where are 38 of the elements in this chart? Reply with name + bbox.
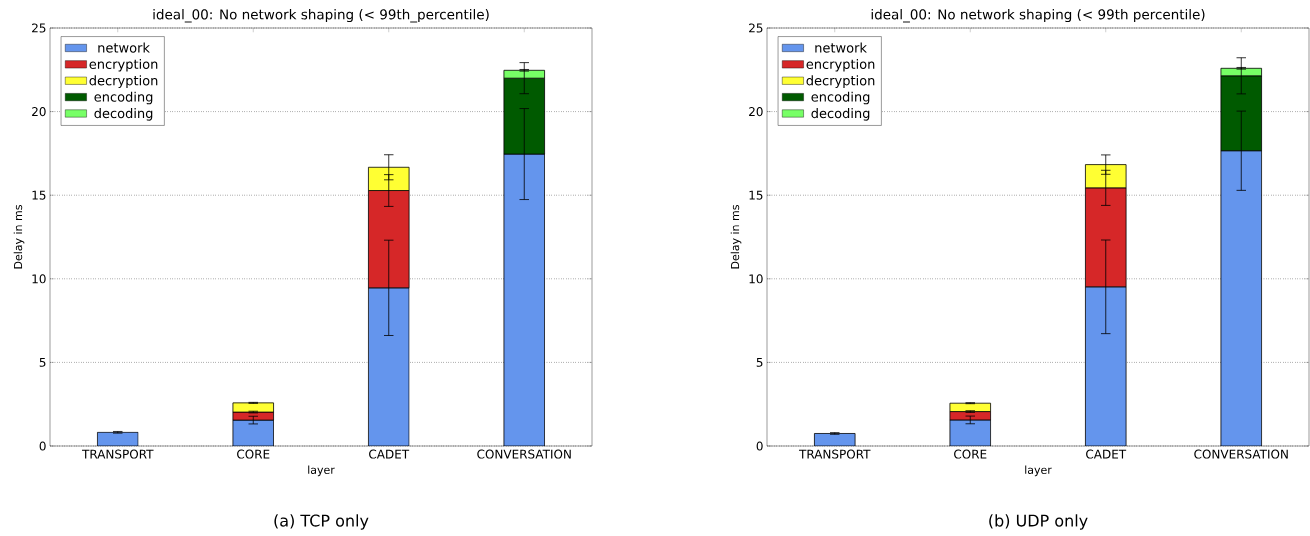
y-tick-label: 25 — [749, 23, 763, 33]
legend-label: encryption — [806, 58, 875, 72]
x-tick-label: CONVERSATION — [1194, 449, 1288, 459]
legend-label: encoding — [94, 91, 153, 105]
x-axis-title: layer — [1025, 465, 1052, 477]
text: (a) TCP only — [274, 514, 369, 530]
y-tick-label: 10 — [749, 274, 763, 284]
x-tick-label: CADET — [1086, 449, 1127, 459]
legend-label: decoding — [94, 108, 153, 121]
y-tick-label: 25 — [32, 23, 46, 33]
y-tick-label: 5 — [756, 357, 763, 367]
x-tick-label: TRANSPORT — [81, 449, 154, 459]
chart-title: ideal_00: No network shaping (< 99th percentile) — [871, 9, 1205, 23]
x-tick-label: CONVERSATION — [477, 449, 571, 459]
y-tick-label: 15 — [32, 190, 46, 200]
legend-label: encoding — [811, 91, 870, 105]
y-axis-title: Delay in ms — [730, 205, 742, 269]
y-tick-label: 5 — [39, 357, 46, 367]
x-axis-title: layer — [308, 465, 335, 477]
legend-label: encryption — [89, 58, 158, 72]
text: (b) UDP only — [989, 514, 1088, 530]
y-tick-label: 0 — [756, 441, 763, 451]
legend-label: decryption — [806, 75, 875, 88]
x-tick-label: CORE — [237, 449, 270, 459]
x-tick-label: CORE — [954, 449, 987, 459]
y-tick-label: 0 — [39, 441, 46, 451]
y-axis-title: Delay in ms — [13, 205, 25, 269]
legend-label: network — [815, 42, 867, 53]
x-tick-label: CADET — [369, 449, 410, 459]
y-tick-label: 15 — [749, 190, 763, 200]
x-tick-label: TRANSPORT — [799, 449, 871, 459]
legend-label: decryption — [89, 75, 158, 88]
y-tick-label: 20 — [749, 107, 763, 117]
y-tick-label: 10 — [32, 274, 46, 284]
legend-label: decoding — [811, 108, 870, 121]
y-tick-label: 20 — [32, 107, 46, 117]
chart-title: ideal_00: No network shaping (< 99th_percentile) — [153, 9, 489, 23]
legend-label: network — [98, 42, 150, 53]
